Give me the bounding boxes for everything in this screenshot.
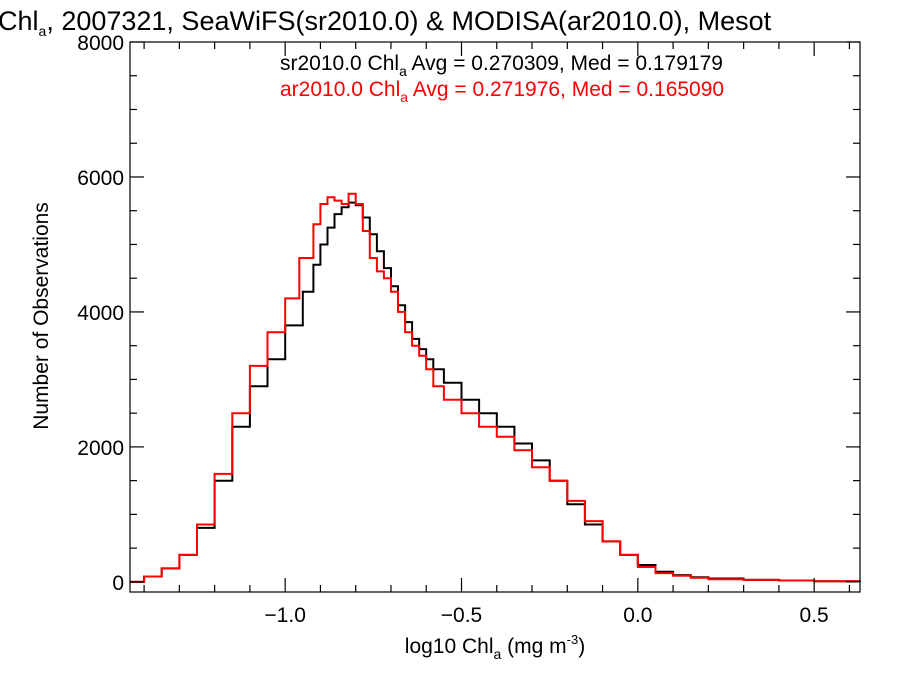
x-tick-label: 0.0 — [623, 604, 652, 627]
y-tick-label: 4000 — [77, 302, 124, 325]
chart-title-subscript: a — [39, 23, 47, 39]
x-axis-label-prefix: log10 Chl — [405, 635, 494, 658]
legend-entry-sr2010-subscript: a — [399, 63, 407, 79]
x-tick-label: −1.0 — [264, 604, 305, 627]
tick-labels-layer: −1.0 −0.5 0.0 0.5 0 2000 4000 6000 8000 — [77, 32, 828, 627]
x-axis-label-subscript: a — [494, 646, 502, 662]
plot-frame — [129, 41, 861, 593]
series-layer — [130, 192, 861, 583]
legend-entry-sr2010-prefix: sr2010.0 Chl — [280, 52, 399, 75]
x-axis-label: log10 Chla (mg m-3) — [405, 632, 585, 662]
y-tick-label: 6000 — [77, 167, 124, 190]
ticks-layer — [130, 41, 860, 592]
legend-entry-ar2010: ar2010.0 Chla Avg = 0.271976, Med = 0.16… — [280, 78, 724, 105]
chart-title-prefix: Chl — [0, 6, 39, 36]
y-tick-label: 8000 — [77, 32, 124, 55]
series-line-ar2010.0 — [130, 192, 861, 583]
x-axis-label-unit: (mg m — [501, 635, 566, 658]
legend: sr2010.0 Chla Avg = 0.270309, Med = 0.17… — [280, 52, 724, 105]
legend-entry-ar2010-stats: Avg = 0.271976, Med = 0.165090 — [408, 78, 724, 101]
series-line-sr2010.0 — [130, 201, 861, 583]
legend-entry-ar2010-subscript: a — [400, 89, 408, 105]
y-tick-label: 0 — [112, 572, 124, 595]
x-axis-label-unit-close: ) — [578, 635, 585, 658]
legend-entry-sr2010-stats: Avg = 0.270309, Med = 0.179179 — [407, 52, 723, 75]
x-tick-label: −0.5 — [441, 604, 482, 627]
legend-entry-sr2010: sr2010.0 Chla Avg = 0.270309, Med = 0.17… — [280, 52, 723, 79]
y-tick-label: 2000 — [77, 437, 124, 460]
chart-title-suffix: , 2007321, SeaWiFS(sr2010.0) & MODISA(ar… — [46, 6, 771, 36]
x-tick-label: 0.5 — [800, 604, 829, 627]
x-axis-label-superscript: -3 — [567, 632, 579, 647]
y-axis-label: Number of Observations — [30, 202, 53, 430]
chart-title: Chla, 2007321, SeaWiFS(sr2010.0) & MODIS… — [0, 6, 772, 39]
legend-entry-ar2010-prefix: ar2010.0 Chl — [280, 78, 400, 101]
